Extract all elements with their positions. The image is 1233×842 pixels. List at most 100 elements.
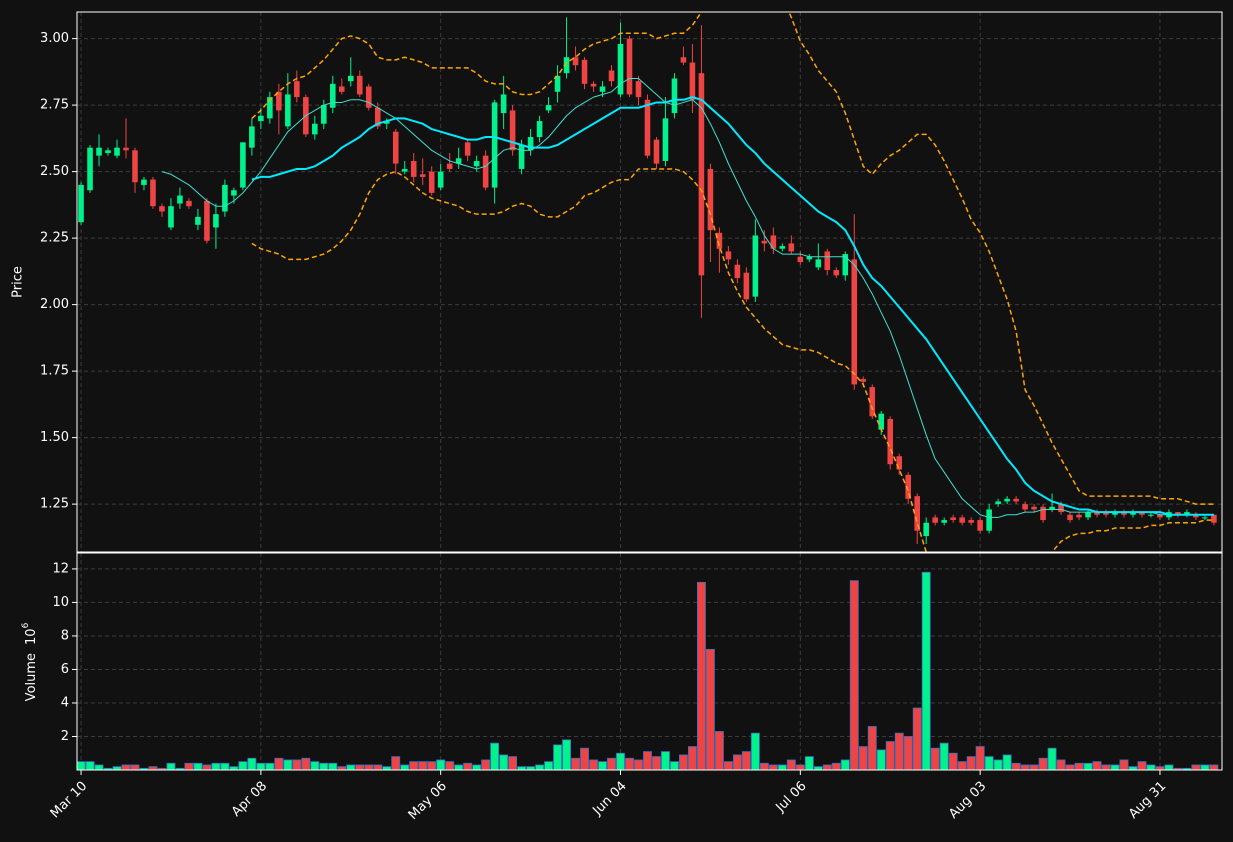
price-axis-label: Price: [11, 266, 26, 298]
candle-body: [815, 259, 822, 268]
volume-bar: [1056, 759, 1066, 770]
candle-body: [626, 38, 633, 95]
volume-bar: [732, 754, 742, 770]
volume-bar: [795, 764, 805, 770]
volume-bar: [220, 762, 230, 770]
candle-body: [1022, 504, 1028, 510]
candle-body: [797, 256, 804, 263]
volume-bar: [1209, 764, 1219, 770]
candle-body: [950, 517, 956, 521]
volume-bar: [652, 756, 661, 770]
volume-bar: [382, 766, 392, 770]
y-tick-label: 2.75: [40, 98, 69, 113]
volume-bar: [813, 766, 823, 770]
candle-body: [941, 520, 947, 523]
candle-body: [1202, 517, 1208, 519]
volume-bar: [400, 764, 410, 770]
volume-bar: [85, 761, 95, 770]
volume-bar: [211, 762, 221, 770]
candle-body: [213, 214, 219, 228]
y-tick-label: 6: [61, 662, 69, 677]
volume-bar: [229, 766, 239, 770]
volume-bar: [1200, 764, 1210, 770]
volume-bar: [265, 762, 275, 770]
volume-bar: [643, 751, 652, 770]
volume-bar: [1191, 764, 1201, 770]
candle-body: [1121, 512, 1127, 515]
indicator-line: [161, 78, 1214, 518]
candle-body: [222, 184, 228, 212]
candle-body: [824, 251, 831, 271]
candle-body: [356, 75, 363, 95]
volume-bar: [849, 580, 859, 770]
candle-body: [123, 147, 129, 151]
candle-body: [914, 496, 920, 531]
volume-bar: [247, 757, 257, 770]
volume-bar: [714, 731, 724, 770]
volume-bar: [831, 762, 841, 770]
candle-body: [392, 131, 399, 164]
candle-body: [231, 190, 237, 196]
volume-bar: [1011, 762, 1021, 770]
volume-bar: [562, 739, 572, 770]
candle-body: [581, 59, 588, 84]
volume-bar: [175, 767, 185, 770]
volume-bar: [283, 759, 293, 770]
candle-body: [1148, 514, 1154, 516]
volume-bar: [1155, 766, 1165, 770]
candle-body: [195, 216, 201, 225]
candle-body: [689, 62, 696, 100]
candle-body: [923, 522, 929, 537]
candle-body: [707, 168, 714, 231]
volume-bar: [490, 742, 500, 770]
candle-body: [455, 158, 462, 164]
volume-bar: [301, 757, 311, 770]
volume-bar: [1110, 764, 1120, 770]
y-tick-label: 4: [61, 695, 69, 710]
volume-bar: [409, 761, 419, 770]
price-frame: [76, 11, 1223, 553]
volume-bar: [696, 581, 706, 770]
y-tick-label: 2.25: [40, 231, 69, 246]
candle-body: [410, 160, 417, 177]
candle-body: [653, 139, 660, 164]
volume-bar: [580, 747, 589, 770]
volume-bar: [840, 759, 850, 770]
candle-body: [168, 206, 174, 228]
volume-offset-exp: 6: [21, 622, 31, 628]
price-panel: [78, 12, 1217, 552]
volume-bar: [966, 756, 976, 770]
volume-bar: [1182, 767, 1192, 770]
candle-body: [204, 200, 210, 241]
volume-bar: [598, 761, 607, 770]
y-tick-label: 1.50: [40, 430, 69, 445]
volume-bar: [759, 762, 769, 770]
volume-bar: [858, 746, 868, 770]
candle-body: [545, 105, 552, 111]
candle-body: [716, 232, 723, 249]
volume-bar: [939, 742, 949, 770]
volume-bar: [921, 571, 931, 770]
candle-body: [779, 246, 786, 249]
candle-body: [105, 150, 111, 153]
volume-bar: [328, 762, 338, 770]
candle-body: [1112, 512, 1118, 515]
volume-bar: [1020, 764, 1030, 770]
candle-body: [267, 97, 273, 119]
volume-bar: [256, 762, 266, 770]
volume-bar: [634, 759, 643, 770]
candle-body: [1004, 498, 1010, 502]
candle-body: [114, 147, 120, 156]
candle-body: [698, 73, 705, 276]
y-tick-label: 8: [61, 628, 69, 643]
volume-bar: [1047, 747, 1057, 770]
candle-body: [1049, 506, 1055, 510]
candle-body: [833, 270, 840, 276]
candle-body: [347, 75, 354, 82]
candle-body: [977, 520, 983, 531]
volume-bar: [1137, 761, 1147, 770]
candle-body: [1175, 512, 1181, 515]
volume-bar: [867, 726, 877, 770]
volume-bar: [418, 761, 428, 770]
candle-body: [1157, 514, 1163, 518]
